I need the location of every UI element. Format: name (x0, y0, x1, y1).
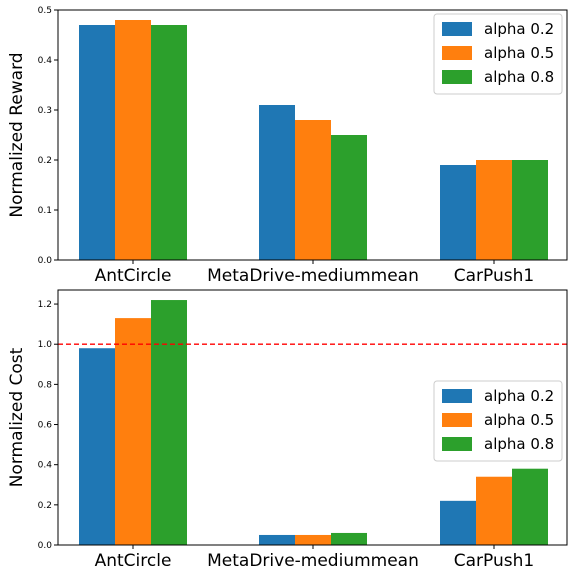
legend-swatch (442, 22, 472, 36)
legend-label: alpha 0.5 (484, 44, 554, 62)
bar (295, 534, 331, 545)
bar (512, 160, 548, 260)
y-axis-title: Normalized Cost (7, 347, 27, 487)
bar (259, 105, 295, 260)
cost-chart: 0.0 0.2 0.4 0.6 0.8 1.0 1.2 AntCircle MetaDrive-… (7, 289, 568, 571)
bar (151, 25, 187, 260)
reward-chart: 0.0 0.1 0.2 0.3 0.4 0.5 AntCircle MetaDrive-med… (7, 6, 568, 286)
y-axis-title: Normalized Reward (7, 52, 27, 217)
x-tick-label: AntCircle (95, 266, 172, 286)
x-tick-label: AntCircle (95, 551, 172, 571)
bar (295, 120, 331, 260)
legend-swatch (442, 46, 472, 60)
legend-swatch (442, 413, 472, 427)
legend-label: alpha 0.5 (484, 411, 554, 429)
bar (79, 25, 115, 260)
bar (259, 534, 295, 545)
y-tick-label: 0.2 (38, 501, 52, 511)
x-tick-label: CarPush1 (454, 551, 534, 571)
bar (79, 348, 115, 545)
bar (115, 318, 151, 545)
bar (115, 20, 151, 260)
legend: alpha 0.2 alpha 0.5 alpha 0.8 (433, 13, 563, 95)
y-tick-label: 1.0 (38, 340, 53, 350)
bar (440, 500, 476, 545)
bar (440, 165, 476, 260)
y-tick-label: 0.0 (38, 541, 53, 551)
legend: alpha 0.2 alpha 0.5 alpha 0.8 (433, 380, 563, 462)
y-tick-label: 0.2 (38, 156, 52, 166)
legend-label: alpha 0.2 (484, 20, 554, 38)
legend-swatch (442, 70, 472, 84)
legend-label: alpha 0.8 (484, 435, 554, 453)
y-tick-label: 0.3 (38, 106, 52, 116)
y-tick-label: 0.6 (38, 421, 53, 431)
bar (476, 160, 512, 260)
y-tick-label: 0.0 (38, 256, 53, 266)
y-tick-label: 0.8 (38, 380, 53, 390)
bar (331, 135, 367, 260)
y-tick-label: 0.5 (38, 6, 52, 16)
bar (476, 476, 512, 545)
legend-swatch (442, 389, 472, 403)
y-tick-label: 1.2 (38, 300, 52, 310)
x-tick-label: MetaDrive-mediummean (207, 551, 419, 571)
bar (512, 468, 548, 545)
y-tick-label: 0.4 (38, 461, 53, 471)
legend-label: alpha 0.8 (484, 68, 554, 86)
legend-swatch (442, 437, 472, 451)
x-tick-label: CarPush1 (454, 266, 534, 286)
y-tick-label: 0.1 (38, 206, 52, 216)
bar (331, 532, 367, 545)
legend-label: alpha 0.2 (484, 387, 554, 405)
x-tick-label: MetaDrive-mediummean (207, 266, 419, 286)
y-tick-label: 0.4 (38, 56, 53, 66)
bar (151, 300, 187, 545)
